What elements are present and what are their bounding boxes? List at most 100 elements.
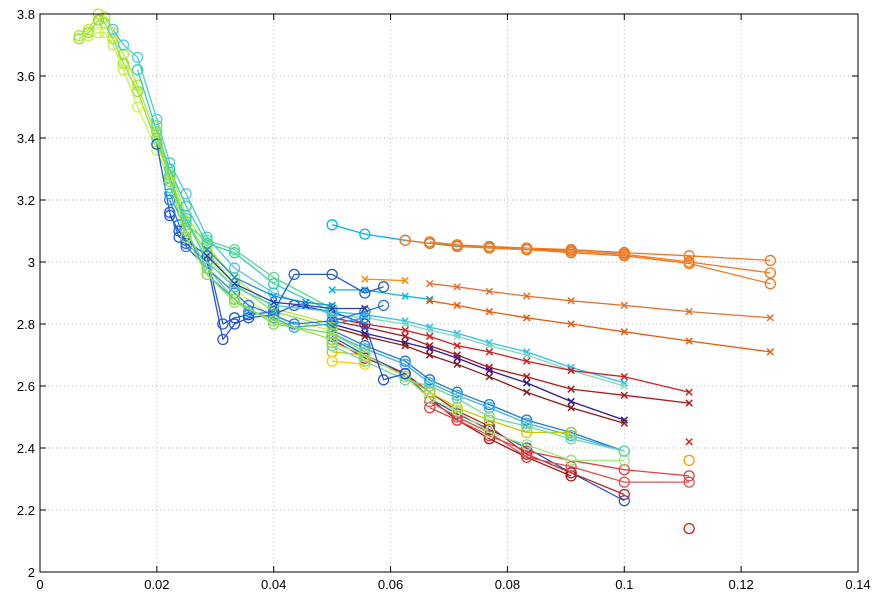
data-point-marker	[326, 324, 338, 336]
series-line	[429, 407, 690, 477]
data-point-marker	[567, 297, 575, 305]
data-point-marker	[521, 439, 533, 451]
data-point-marker	[151, 126, 163, 138]
data-point-marker	[377, 374, 390, 386]
data-point-marker	[685, 337, 693, 345]
series-4	[425, 279, 775, 322]
series-line	[331, 320, 690, 404]
data-point-marker	[764, 278, 777, 290]
data-point-marker	[399, 371, 411, 383]
data-point-marker	[131, 85, 144, 98]
data-point-marker	[92, 26, 105, 39]
data-point-marker	[401, 292, 409, 300]
series-line	[429, 400, 690, 483]
data-point-marker	[620, 301, 629, 310]
data-point-marker	[620, 391, 629, 400]
data-point-marker	[618, 476, 630, 488]
series-line	[169, 215, 406, 381]
x-tick-label: 0.04	[261, 577, 286, 592]
data-point-marker	[268, 287, 280, 299]
series-line	[169, 199, 384, 325]
data-point-marker	[766, 314, 775, 322]
data-point-marker	[683, 476, 695, 488]
data-point-marker	[766, 348, 775, 356]
data-point-marker	[359, 358, 371, 370]
data-point-marker	[620, 372, 629, 381]
data-point-marker	[401, 320, 409, 328]
data-point-marker	[425, 326, 434, 334]
data-point-marker	[685, 399, 693, 407]
series-6	[361, 275, 409, 285]
data-point-marker	[424, 377, 436, 389]
series-line	[331, 335, 625, 502]
data-point-marker	[521, 243, 533, 256]
data-point-marker	[268, 315, 280, 327]
data-point-marker	[483, 414, 495, 426]
data-point-marker	[359, 318, 371, 330]
data-point-marker	[424, 395, 436, 408]
data-point-marker	[483, 426, 495, 439]
y-tick-label: 2.6	[17, 379, 35, 394]
data-point-marker	[521, 420, 533, 432]
series-21	[424, 395, 695, 488]
data-point-marker	[618, 488, 630, 501]
data-point-marker	[425, 351, 434, 359]
data-point-marker	[764, 254, 777, 267]
x-tick-label: 0.08	[495, 577, 520, 592]
data-point-marker	[151, 119, 163, 132]
data-point-marker	[180, 231, 192, 243]
data-point-marker	[359, 340, 371, 352]
data-point-marker	[131, 51, 144, 64]
data-point-marker	[326, 336, 338, 349]
data-point-marker	[451, 402, 463, 414]
data-point-marker	[359, 312, 371, 324]
data-point-marker	[451, 392, 463, 405]
data-point-marker	[228, 293, 241, 305]
data-point-marker	[451, 386, 463, 398]
data-point-marker	[99, 17, 111, 29]
data-point-marker	[326, 340, 338, 352]
data-point-marker	[326, 355, 338, 367]
series-line	[429, 283, 771, 319]
y-tick-label: 3	[28, 255, 35, 270]
data-point-marker	[217, 333, 229, 346]
data-point-marker	[82, 23, 95, 36]
y-tick-label: 2.4	[17, 441, 35, 456]
data-point-marker	[228, 284, 241, 296]
data-point-marker	[268, 271, 280, 284]
data-point-marker	[424, 392, 436, 405]
series-24	[683, 454, 695, 467]
data-point-marker	[620, 419, 629, 427]
data-point-marker	[326, 327, 338, 339]
y-tick-label: 3.6	[17, 69, 35, 84]
y-tick-label: 2	[28, 565, 35, 580]
data-point-marker	[117, 64, 130, 76]
data-point-marker	[451, 389, 463, 401]
data-point-marker	[359, 305, 371, 318]
data-point-marker	[485, 366, 494, 375]
series-23	[326, 355, 371, 370]
data-point-marker	[164, 175, 176, 188]
data-point-marker	[424, 236, 436, 248]
data-point-marker	[377, 281, 390, 293]
data-point-marker	[483, 398, 495, 411]
series-group	[73, 8, 777, 535]
y-tick-label: 3.4	[17, 131, 35, 146]
data-point-marker	[361, 304, 369, 313]
data-point-marker	[328, 301, 336, 310]
y-tick-label: 3.2	[17, 193, 35, 208]
data-point-marker	[326, 346, 338, 358]
data-point-marker	[217, 318, 229, 330]
series-line	[206, 255, 365, 310]
series-line	[331, 317, 690, 393]
data-point-marker	[453, 283, 461, 291]
y-tick-label: 3.8	[17, 7, 35, 22]
data-point-marker	[451, 240, 463, 253]
data-point-marker	[359, 287, 371, 299]
x-tick-label: 0.14	[845, 577, 870, 592]
series-line	[156, 144, 384, 325]
series-14	[685, 438, 693, 446]
data-point-marker	[685, 307, 693, 316]
data-point-marker	[268, 309, 280, 321]
data-point-marker	[485, 341, 494, 350]
